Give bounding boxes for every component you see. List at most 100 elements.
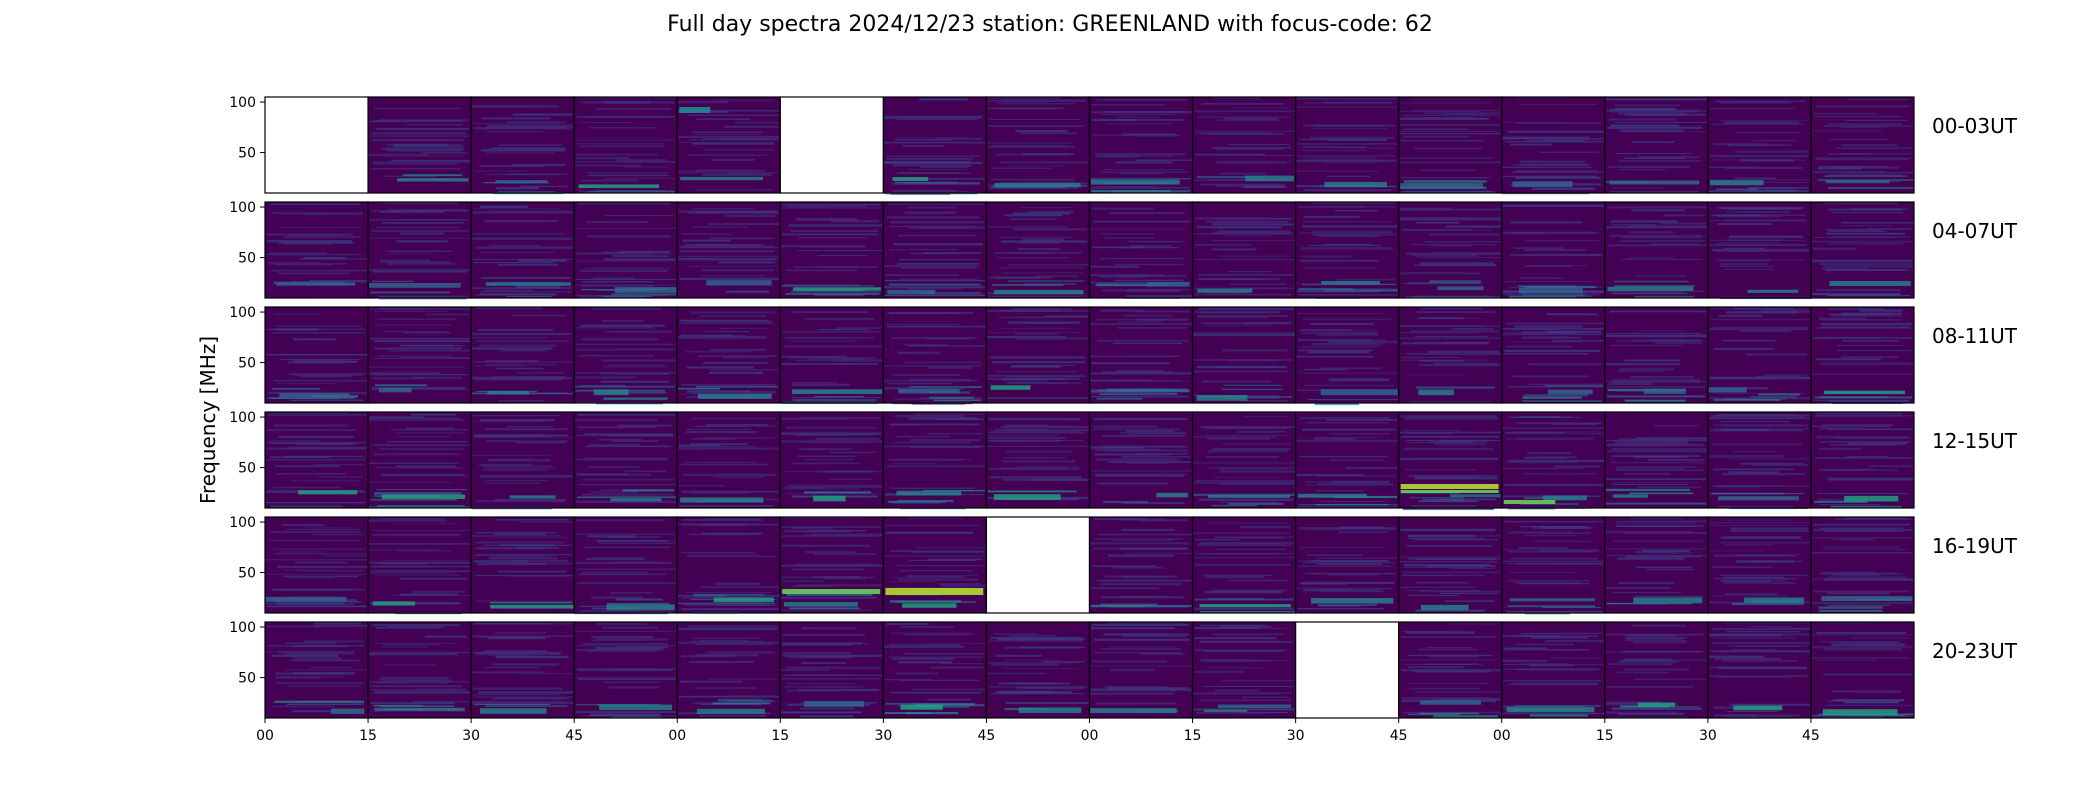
spectrum-band bbox=[380, 210, 444, 213]
spectrum-band bbox=[1609, 180, 1700, 185]
spectrum-band bbox=[940, 663, 984, 665]
spectrum-band bbox=[388, 150, 461, 152]
spectrum-band bbox=[1726, 630, 1801, 633]
spectrum-band bbox=[1211, 692, 1292, 694]
spectrum-band bbox=[1318, 500, 1386, 503]
spectrum-band bbox=[1653, 424, 1699, 427]
spectrum-band bbox=[577, 496, 677, 499]
spectrum-band bbox=[378, 387, 412, 393]
spectrum-band bbox=[274, 263, 333, 266]
spectrum-band bbox=[576, 473, 630, 476]
spectrum-band bbox=[370, 702, 455, 705]
spectrum-band bbox=[1199, 498, 1294, 501]
spectrum-band bbox=[788, 357, 877, 359]
spectrum-band bbox=[991, 178, 1075, 181]
spectrum-band bbox=[1827, 187, 1914, 189]
spectrum-band bbox=[1403, 180, 1487, 183]
spectrum-band bbox=[1090, 692, 1175, 695]
spectrum-band bbox=[989, 686, 1089, 688]
spectrum-band bbox=[1714, 657, 1782, 661]
spectrum-band bbox=[606, 603, 669, 605]
spectrum-band bbox=[1503, 663, 1604, 666]
spectrum-band bbox=[576, 139, 675, 141]
spectrum-band bbox=[486, 126, 565, 129]
spectrum-band bbox=[1093, 581, 1191, 582]
spectrum-band bbox=[1522, 331, 1578, 334]
spectrum-band bbox=[1308, 244, 1382, 247]
spectrum-band bbox=[484, 289, 534, 291]
spectrum-band bbox=[1199, 541, 1294, 545]
spectrum-band bbox=[1301, 221, 1392, 223]
spectrum-band bbox=[781, 580, 824, 582]
spectrum-band bbox=[1197, 116, 1290, 118]
spectrum-band bbox=[370, 291, 450, 294]
spectrum-band bbox=[1632, 641, 1687, 644]
spectrum-panel bbox=[986, 97, 1090, 193]
spectrum-band bbox=[1612, 494, 1648, 498]
spectrum-band bbox=[1823, 578, 1913, 581]
spectrum-band bbox=[487, 124, 574, 127]
spectrum-band bbox=[287, 685, 361, 687]
spectrum-band bbox=[905, 711, 959, 715]
spectrum-band bbox=[699, 277, 777, 280]
spectrum-band bbox=[791, 397, 882, 399]
spectrum-band bbox=[389, 252, 434, 254]
spectrum-band bbox=[614, 287, 677, 293]
spectrum-band bbox=[1637, 330, 1683, 332]
spectrum-band bbox=[1316, 557, 1398, 559]
spectrum-band bbox=[271, 654, 339, 657]
spectrum-band bbox=[694, 687, 757, 689]
spectrum-band bbox=[1229, 283, 1286, 285]
x-tick-label: 15 bbox=[359, 728, 377, 744]
spectrum-band bbox=[373, 492, 462, 495]
spectrum-band bbox=[595, 108, 672, 111]
spectrum-band bbox=[1550, 657, 1605, 659]
spectrum-band bbox=[1401, 435, 1500, 438]
spectrum-band bbox=[1222, 443, 1291, 445]
spectrum-band bbox=[1091, 207, 1154, 210]
spectrum-band bbox=[596, 623, 647, 625]
spectrum-band bbox=[1098, 533, 1192, 536]
spectrum-band bbox=[276, 325, 363, 327]
spectrum-band bbox=[369, 416, 424, 419]
spectrum-band bbox=[1733, 705, 1783, 711]
spectrum-band bbox=[996, 691, 1072, 694]
spectrum-band bbox=[512, 113, 573, 116]
spectrum-band bbox=[476, 547, 541, 549]
spectrum-band bbox=[1192, 708, 1295, 711]
spectrum-band bbox=[475, 541, 565, 544]
spectrum-band bbox=[587, 535, 636, 538]
spectrum-band bbox=[1125, 552, 1192, 554]
spectrum-band bbox=[1823, 648, 1902, 651]
spectrum-band bbox=[722, 356, 767, 359]
spectrum-band bbox=[1605, 334, 1708, 338]
spectrum-band bbox=[1844, 495, 1899, 502]
spectrum-band bbox=[1121, 455, 1191, 458]
spectrum-panel bbox=[574, 202, 678, 298]
spectrum-band bbox=[1751, 140, 1797, 142]
spectrum-band bbox=[1638, 206, 1700, 208]
spectrum-band bbox=[1228, 579, 1288, 582]
spectrum-band bbox=[1438, 498, 1497, 500]
spectrum-band bbox=[1635, 595, 1703, 597]
spectrum-panel bbox=[883, 622, 987, 718]
spectrum-band bbox=[885, 155, 981, 157]
spectrum-band bbox=[472, 623, 551, 625]
spectrum-band bbox=[276, 472, 347, 475]
spectrum-band bbox=[1444, 600, 1495, 602]
spectrum-band bbox=[1623, 668, 1690, 671]
spectrum-band bbox=[1624, 532, 1708, 534]
spectrum-band bbox=[1515, 176, 1601, 179]
spectrum-band bbox=[472, 376, 572, 380]
spectrum-band bbox=[581, 493, 674, 496]
spectrum-band bbox=[589, 126, 657, 129]
spectrum-band bbox=[1416, 221, 1460, 224]
spectrum-band bbox=[782, 654, 883, 657]
spectrum-band bbox=[1825, 179, 1890, 184]
spectrum-band bbox=[1206, 435, 1290, 436]
spectrum-band bbox=[791, 383, 851, 387]
spectrum-band bbox=[1307, 350, 1370, 354]
spectrum-band bbox=[472, 258, 574, 260]
spectrum-band bbox=[1105, 449, 1189, 452]
spectrum-band bbox=[813, 575, 861, 579]
